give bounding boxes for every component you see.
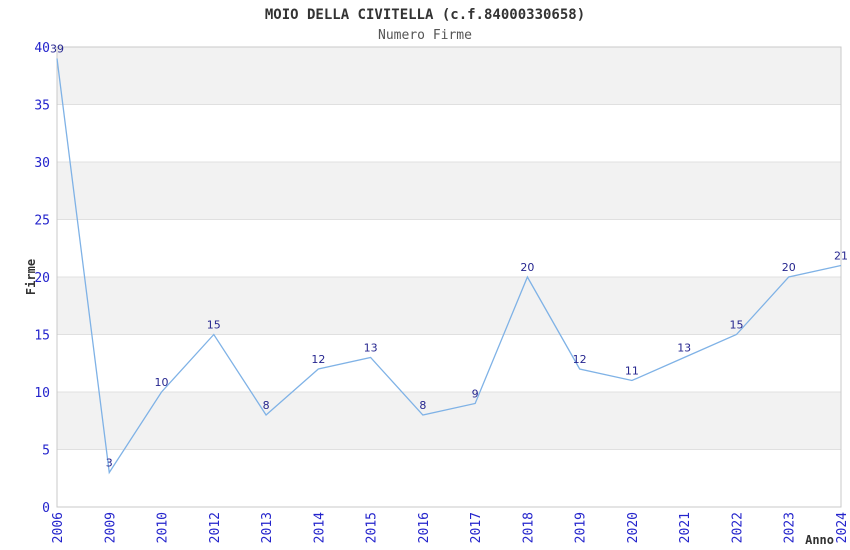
- x-tick-label: 2013: [260, 512, 275, 543]
- plot-band: [57, 162, 841, 220]
- data-point-label: 20: [782, 261, 796, 274]
- data-point-label: 20: [520, 261, 534, 274]
- y-tick-label: 25: [34, 214, 50, 229]
- data-point-label: 13: [364, 342, 378, 355]
- y-axis-title: Firme: [24, 259, 38, 295]
- x-tick-label: 2019: [574, 512, 589, 543]
- x-tick-label: 2024: [835, 512, 850, 543]
- data-point-label: 21: [834, 250, 848, 263]
- x-tick-label: 2010: [156, 512, 171, 543]
- data-point-label: 15: [729, 319, 743, 332]
- chart-subtitle: Numero Firme: [378, 28, 472, 43]
- x-tick-label: 2006: [51, 512, 66, 543]
- x-tick-label: 2022: [730, 512, 745, 543]
- y-tick-label: 30: [34, 156, 50, 171]
- data-point-label: 12: [573, 353, 587, 366]
- x-tick-label: 2012: [208, 512, 223, 543]
- data-point-label: 8: [263, 399, 270, 412]
- data-point-label: 13: [677, 342, 691, 355]
- x-tick-label: 2016: [417, 512, 432, 543]
- x-tick-label: 2021: [678, 512, 693, 543]
- data-point-label: 8: [419, 399, 426, 412]
- y-tick-label: 35: [34, 99, 50, 114]
- plot-border: [56, 46, 842, 508]
- x-tick-label: 2020: [626, 512, 641, 543]
- x-axis-title: Anno: [805, 533, 834, 547]
- data-point-label: 12: [311, 353, 325, 366]
- x-tick-label: 2009: [103, 512, 118, 543]
- plot-band: [57, 277, 841, 335]
- y-tick-label: 10: [34, 386, 50, 401]
- y-tick-label: 20: [34, 271, 50, 286]
- chart-title: MOIO DELLA CIVITELLA (c.f.84000330658): [264, 7, 586, 23]
- data-point-label: 10: [155, 376, 169, 389]
- x-tick-label: 2014: [312, 512, 327, 543]
- x-tick-label: 2018: [521, 512, 536, 543]
- y-tick-label: 5: [42, 444, 50, 459]
- plot-band: [57, 392, 841, 450]
- plot-band: [57, 47, 841, 105]
- data-point-label: 9: [472, 388, 479, 401]
- x-tick-label: 2023: [783, 512, 798, 543]
- data-point-label: 15: [207, 319, 221, 332]
- x-tick-label: 2015: [365, 512, 380, 543]
- y-tick-label: 0: [42, 501, 50, 516]
- x-tick-label: 2017: [469, 512, 484, 543]
- data-point-label: 3: [106, 457, 113, 470]
- y-tick-label: 40: [34, 41, 50, 56]
- data-point-label: 11: [625, 365, 639, 378]
- y-tick-label: 15: [34, 329, 50, 344]
- data-point-label: 39: [50, 43, 64, 56]
- data-line: [56, 58, 842, 475]
